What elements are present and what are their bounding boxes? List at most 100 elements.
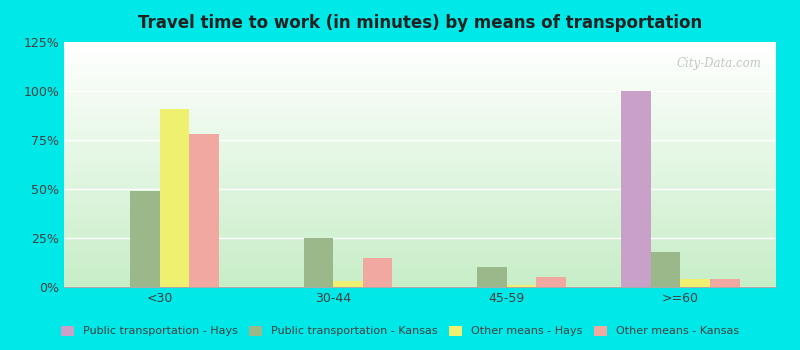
Bar [55, 106, 785, 108]
Bar [55, 147, 785, 150]
Bar [55, 228, 785, 231]
Bar [159, 108, 189, 287]
Bar [55, 103, 785, 106]
Bar [55, 69, 785, 71]
Bar [55, 111, 785, 113]
Bar [55, 277, 785, 280]
Bar [55, 253, 785, 255]
Bar [55, 59, 785, 62]
Bar [55, 138, 785, 140]
Bar [55, 167, 785, 169]
Bar [55, 164, 785, 167]
Bar [55, 231, 785, 233]
Bar [55, 260, 785, 262]
Bar [362, 258, 392, 287]
Bar [130, 191, 159, 287]
Bar [55, 54, 785, 57]
Bar [55, 280, 785, 282]
Bar [55, 130, 785, 133]
Bar [55, 79, 785, 81]
Bar [55, 199, 785, 201]
Bar [55, 226, 785, 228]
Bar [55, 125, 785, 128]
Bar [55, 49, 785, 52]
Bar [55, 182, 785, 184]
Bar [55, 238, 785, 240]
Bar [55, 81, 785, 84]
Bar [55, 184, 785, 187]
Bar [55, 133, 785, 135]
Bar [55, 64, 785, 66]
Bar [55, 187, 785, 189]
Bar [333, 281, 362, 287]
Bar [55, 145, 785, 147]
Bar [55, 211, 785, 213]
Bar [681, 279, 710, 287]
Bar [55, 218, 785, 221]
Bar [55, 216, 785, 218]
Bar [304, 238, 333, 287]
Bar [55, 172, 785, 174]
Bar [55, 174, 785, 177]
Bar [55, 96, 785, 98]
Bar [55, 47, 785, 49]
Bar [710, 279, 739, 287]
Bar [55, 152, 785, 155]
Bar [55, 113, 785, 116]
Bar [55, 74, 785, 76]
Bar [55, 285, 785, 287]
Bar [55, 267, 785, 270]
Bar [55, 140, 785, 142]
Bar [55, 248, 785, 250]
Bar [55, 128, 785, 130]
Bar [55, 270, 785, 272]
Bar [55, 84, 785, 86]
Bar [536, 277, 566, 287]
Bar [478, 267, 507, 287]
Bar [55, 157, 785, 160]
Bar [55, 258, 785, 260]
Bar [55, 155, 785, 157]
Bar [55, 236, 785, 238]
Bar [507, 285, 536, 287]
Bar [55, 223, 785, 226]
Bar [55, 201, 785, 204]
Bar [55, 245, 785, 248]
Bar [55, 272, 785, 275]
Bar [55, 123, 785, 125]
Bar [55, 206, 785, 209]
Bar [55, 101, 785, 103]
Bar [55, 57, 785, 59]
Bar [55, 93, 785, 96]
Bar [55, 282, 785, 285]
Title: Travel time to work (in minutes) by means of transportation: Travel time to work (in minutes) by mean… [138, 14, 702, 32]
Bar [55, 120, 785, 123]
Bar [55, 243, 785, 245]
Bar [55, 221, 785, 223]
Bar [55, 91, 785, 93]
Bar [55, 233, 785, 236]
Bar [651, 252, 681, 287]
Bar [55, 177, 785, 179]
Legend: Public transportation - Hays, Public transportation - Kansas, Other means - Hays: Public transportation - Hays, Public tra… [57, 321, 743, 341]
Bar [55, 86, 785, 89]
Bar [55, 118, 785, 120]
Bar [55, 116, 785, 118]
Bar [55, 196, 785, 199]
Bar [55, 262, 785, 265]
Bar [622, 91, 651, 287]
Bar [55, 265, 785, 267]
Bar [55, 275, 785, 277]
Bar [55, 169, 785, 172]
Bar [55, 250, 785, 253]
Bar [55, 179, 785, 182]
Bar [189, 134, 218, 287]
Bar [55, 189, 785, 191]
Bar [55, 44, 785, 47]
Bar [55, 209, 785, 211]
Bar [55, 98, 785, 101]
Text: City-Data.com: City-Data.com [677, 57, 762, 70]
Bar [55, 66, 785, 69]
Bar [55, 255, 785, 258]
Bar [55, 162, 785, 164]
